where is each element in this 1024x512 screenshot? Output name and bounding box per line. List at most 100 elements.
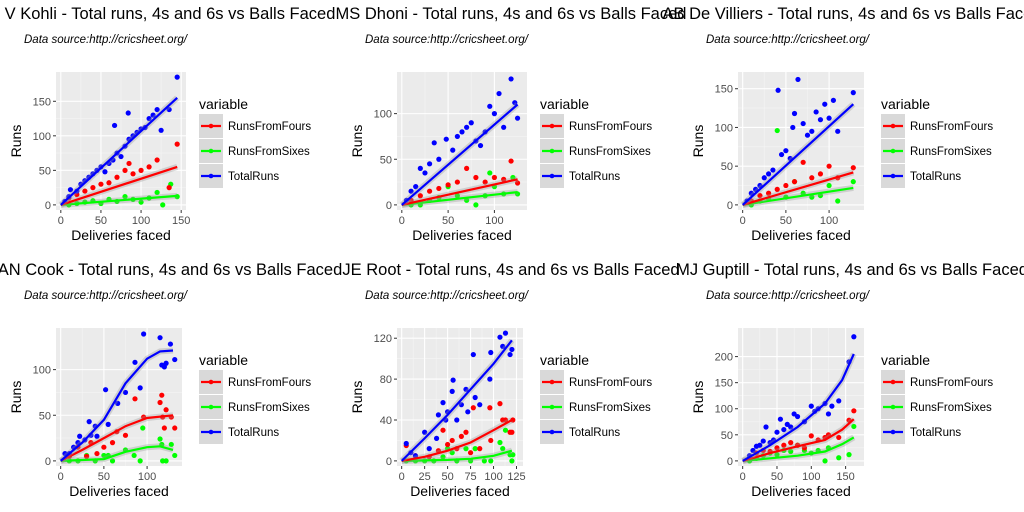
series-TotalRuns xyxy=(403,76,521,203)
svg-text:0: 0 xyxy=(45,200,51,212)
svg-text:variable: variable xyxy=(199,96,248,112)
svg-text:0: 0 xyxy=(399,471,405,483)
svg-text:RunsFromFours: RunsFromFours xyxy=(228,377,311,389)
svg-text:RunsFromSixes: RunsFromSixes xyxy=(228,146,310,158)
svg-text:150: 150 xyxy=(715,84,733,96)
svg-text:50: 50 xyxy=(380,154,392,166)
svg-text:TotalRuns: TotalRuns xyxy=(569,427,620,439)
svg-text:150: 150 xyxy=(715,378,733,390)
series-RunsFromFours xyxy=(748,159,856,204)
svg-text:150: 150 xyxy=(33,96,51,108)
svg-text:variable: variable xyxy=(540,352,589,368)
series-RunsFromSixes xyxy=(746,423,857,464)
scatter-plot: 0 25 50 75 100 125 0 40 80 120 Deliveries faced Run… xyxy=(349,328,652,499)
svg-text:50: 50 xyxy=(441,471,453,483)
svg-text:25: 25 xyxy=(419,471,431,483)
svg-text:variable: variable xyxy=(881,96,930,112)
svg-text:Runs: Runs xyxy=(349,125,365,158)
series-RunsFromFours xyxy=(403,401,516,460)
svg-text:50: 50 xyxy=(721,161,733,173)
svg-text:50: 50 xyxy=(39,165,51,177)
svg-text:Deliveries faced: Deliveries faced xyxy=(71,227,171,243)
svg-text:variable: variable xyxy=(881,352,930,368)
series-TotalRuns xyxy=(62,331,178,457)
series-TotalRuns xyxy=(403,330,515,459)
svg-text:50: 50 xyxy=(442,215,454,227)
svg-text:0: 0 xyxy=(740,215,746,227)
svg-text:75: 75 xyxy=(464,471,476,483)
svg-text:100: 100 xyxy=(374,109,392,121)
series-TotalRuns xyxy=(746,334,857,459)
svg-text:50: 50 xyxy=(780,215,792,227)
series-RunsFromFours xyxy=(66,392,178,459)
svg-text:150: 150 xyxy=(836,471,854,483)
svg-text:100: 100 xyxy=(33,365,51,377)
svg-text:Deliveries faced: Deliveries faced xyxy=(69,483,169,499)
svg-text:50: 50 xyxy=(39,410,51,422)
series-RunsFromSixes xyxy=(408,170,521,208)
svg-text:0: 0 xyxy=(740,471,746,483)
svg-text:50: 50 xyxy=(721,430,733,442)
chart-subtitle: Data source:http://cricsheet.org/ xyxy=(706,34,869,46)
svg-text:TotalRuns: TotalRuns xyxy=(228,427,279,439)
chart-subtitle: Data source:http://cricsheet.org/ xyxy=(365,290,528,302)
svg-text:TotalRuns: TotalRuns xyxy=(910,171,961,183)
svg-text:0: 0 xyxy=(727,200,733,212)
svg-text:RunsFromFours: RunsFromFours xyxy=(910,121,993,133)
svg-text:50: 50 xyxy=(771,471,783,483)
svg-text:RunsFromFours: RunsFromFours xyxy=(228,121,311,133)
series-RunsFromFours xyxy=(746,408,857,461)
svg-text:125: 125 xyxy=(507,471,525,483)
chart-panel-1: V Kohli - Total runs, 4s and 6s vs Balls… xyxy=(0,0,341,256)
svg-text:40: 40 xyxy=(380,415,392,427)
svg-text:0: 0 xyxy=(727,456,733,468)
svg-text:TotalRuns: TotalRuns xyxy=(569,171,620,183)
svg-text:RunsFromSixes: RunsFromSixes xyxy=(569,146,651,158)
svg-text:TotalRuns: TotalRuns xyxy=(910,427,961,439)
svg-text:200: 200 xyxy=(715,352,733,364)
svg-text:100: 100 xyxy=(132,215,150,227)
svg-text:0: 0 xyxy=(386,456,392,468)
chart-subtitle: Data source:http://cricsheet.org/ xyxy=(24,290,187,302)
svg-text:80: 80 xyxy=(380,374,392,386)
svg-text:RunsFromSixes: RunsFromSixes xyxy=(228,402,310,414)
svg-text:0: 0 xyxy=(58,215,64,227)
chart-title: AB De Villiers - Total runs, 4s and 6s v… xyxy=(662,5,1024,23)
series-RunsFromSixes xyxy=(403,427,516,464)
scatter-plot: 0 50 100 150 0 50 100 150 200 Deliveries faced Run… xyxy=(690,328,993,499)
chart-subtitle: Data source:http://cricsheet.org/ xyxy=(24,34,187,46)
svg-text:variable: variable xyxy=(199,352,248,368)
svg-text:150: 150 xyxy=(172,215,190,227)
svg-text:RunsFromFours: RunsFromFours xyxy=(569,377,652,389)
svg-text:0: 0 xyxy=(45,456,51,468)
svg-text:50: 50 xyxy=(95,215,107,227)
svg-text:Runs: Runs xyxy=(349,381,365,414)
chart-title: MS Dhoni - Total runs, 4s and 6s vs Ball… xyxy=(335,5,687,23)
svg-text:100: 100 xyxy=(33,131,51,143)
svg-text:Deliveries faced: Deliveries faced xyxy=(751,227,851,243)
svg-text:Runs: Runs xyxy=(8,125,24,158)
svg-text:100: 100 xyxy=(802,471,820,483)
chart-panel-3: AB De Villiers - Total runs, 4s and 6s v… xyxy=(662,0,1024,256)
scatter-plot: 0 50 100 0 50 100 150 Deliveries faced Runs varia… xyxy=(690,72,993,243)
chart-title: V Kohli - Total runs, 4s and 6s vs Balls… xyxy=(4,5,336,23)
svg-text:Runs: Runs xyxy=(690,381,706,414)
svg-text:120: 120 xyxy=(374,333,392,345)
svg-text:0: 0 xyxy=(399,215,405,227)
chart-title: MJ Guptill - Total runs, 4s and 6s vs Ba… xyxy=(676,261,1024,279)
svg-text:variable: variable xyxy=(540,96,589,112)
svg-text:RunsFromSixes: RunsFromSixes xyxy=(910,146,992,158)
svg-text:RunsFromSixes: RunsFromSixes xyxy=(910,402,992,414)
svg-text:RunsFromFours: RunsFromFours xyxy=(569,121,652,133)
svg-text:0: 0 xyxy=(58,471,64,483)
svg-text:Runs: Runs xyxy=(8,381,24,414)
svg-text:100: 100 xyxy=(485,215,503,227)
chart-subtitle: Data source:http://cricsheet.org/ xyxy=(706,290,869,302)
series-TotalRuns xyxy=(744,76,856,204)
svg-text:RunsFromSixes: RunsFromSixes xyxy=(569,402,651,414)
chart-panel-6: MJ Guptill - Total runs, 4s and 6s vs Ba… xyxy=(676,256,1024,512)
